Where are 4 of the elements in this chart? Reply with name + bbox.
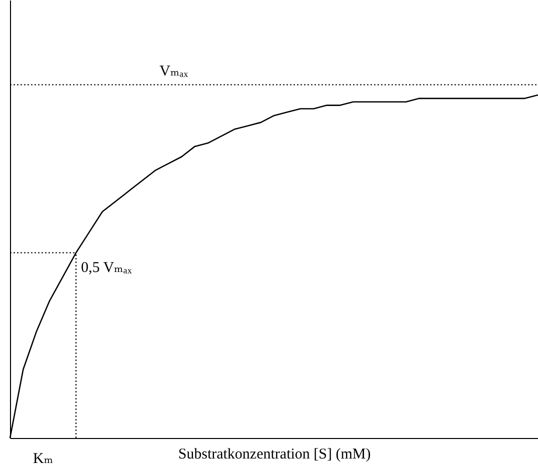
ref-line-label: 0,5 Vₘₐₓ bbox=[81, 260, 132, 276]
text: Kₘ bbox=[32, 451, 54, 467]
ref-line-label: Vₘₐₓ bbox=[159, 64, 189, 80]
x-axis-title: Substratkonzentration [S] (mM) bbox=[178, 446, 371, 462]
